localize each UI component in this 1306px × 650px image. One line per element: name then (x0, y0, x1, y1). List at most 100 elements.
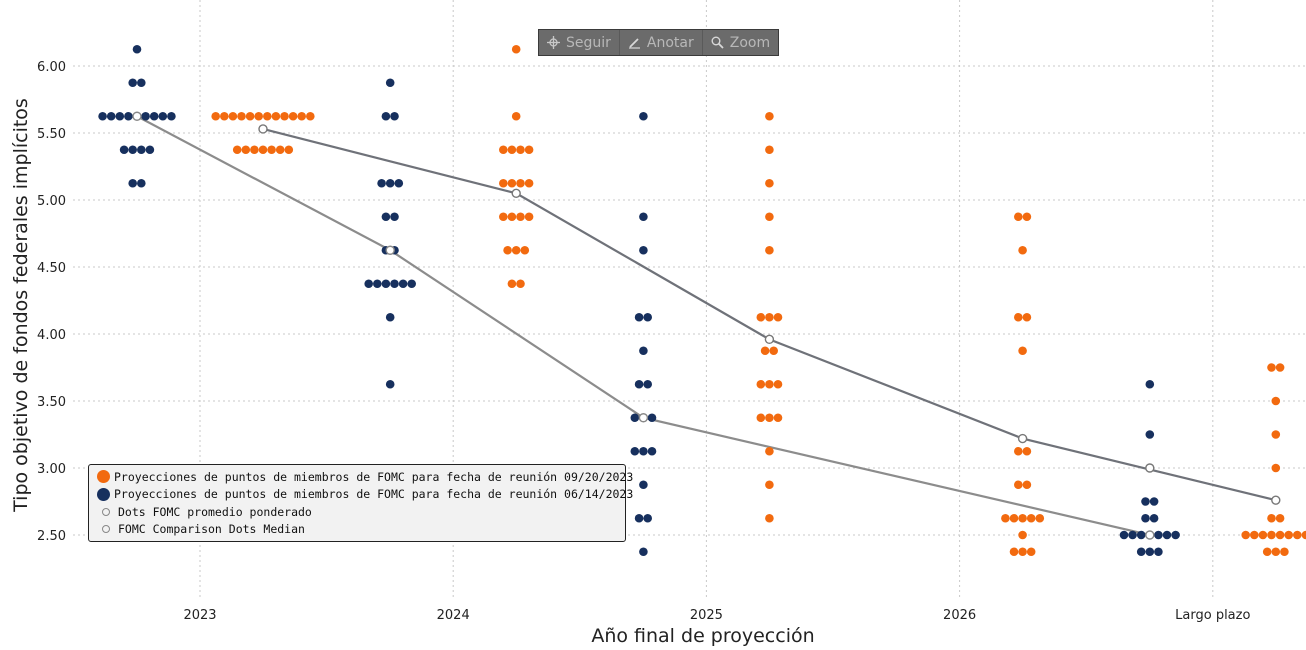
dot-sep-2023 (1258, 530, 1268, 540)
dot-sep-2023 (237, 111, 246, 121)
dot-sep-2023 (765, 212, 774, 222)
legend-item[interactable]: FOMC Comparison Dots Median (97, 521, 617, 539)
dot-jun-2023 (639, 111, 648, 121)
dot-sep-2023 (516, 178, 525, 188)
y-tick-label: 6.00 (37, 60, 66, 75)
chart-legend: Proyecciones de puntos de miembros de FO… (88, 464, 633, 542)
dot-jun-2023 (1136, 530, 1146, 540)
dot-sep-2023 (1009, 547, 1019, 557)
zoom-label: Zoom (729, 34, 771, 51)
legend-item[interactable]: Proyecciones de puntos de miembros de FO… (97, 486, 633, 504)
dot-sep-2023 (511, 111, 521, 121)
dot-jun-2023 (381, 279, 391, 289)
dot-jun-2023 (630, 413, 640, 423)
dot-sep-2023 (1026, 547, 1036, 557)
dot-jun-2023 (128, 178, 137, 188)
dot-sep-2023 (228, 111, 238, 121)
dot-sep-2023 (773, 413, 783, 423)
dot-jun-2023 (390, 212, 399, 222)
dot-jun-2023 (394, 178, 404, 188)
dot-sep-2023 (1018, 530, 1027, 540)
dot-sep-2023 (765, 178, 774, 188)
dot-jun-2023 (1171, 530, 1180, 540)
dot-sep-2023 (220, 111, 229, 121)
legend-marker-weighted (97, 507, 114, 516)
follow-button[interactable]: Seguir (539, 30, 620, 55)
dot-jun-2023 (137, 78, 146, 88)
dot-jun-2023 (643, 513, 652, 523)
dot-jun-2023 (385, 78, 395, 88)
weighted-average-marker (1145, 463, 1155, 473)
dot-jun-2023 (373, 279, 382, 289)
dot-jun-2023 (1141, 513, 1150, 523)
dot-sep-2023 (1241, 530, 1250, 540)
dot-sep-2023 (765, 413, 774, 423)
dot-sep-2023 (765, 245, 774, 255)
y-axis-title: Tipo objetivo de fondos federales implíc… (10, 98, 32, 513)
dot-jun-2023 (381, 212, 391, 222)
dot-sep-2023 (306, 111, 315, 121)
dot-sep-2023 (1271, 463, 1281, 473)
legend-item[interactable]: Proyecciones de puntos de miembros de FO… (97, 468, 633, 486)
dot-sep-2023 (765, 312, 774, 322)
dot-sep-2023 (1001, 513, 1010, 523)
dot-sep-2023 (1262, 547, 1272, 557)
dot-jun-2023 (1145, 430, 1155, 439)
dot-sep-2023 (1284, 530, 1293, 540)
dot-jun-2023 (137, 145, 146, 155)
dot-sep-2023 (507, 145, 517, 155)
dot-jun-2023 (145, 145, 155, 155)
annotate-button[interactable]: Anotar (620, 30, 703, 55)
median-line (136, 115, 1151, 537)
dot-jun-2023 (398, 279, 408, 289)
dot-sep-2023 (507, 279, 517, 289)
dot-jun-2023 (639, 480, 648, 490)
dot-jun-2023 (643, 379, 652, 389)
dot-sep-2023 (1022, 212, 1032, 222)
dot-jun-2023 (137, 178, 146, 188)
magnifier-icon (711, 36, 724, 49)
dot-sep-2023 (765, 446, 774, 456)
dot-sep-2023 (284, 145, 294, 155)
dot-jun-2023 (639, 212, 648, 222)
dot-sep-2023 (524, 212, 534, 222)
follow-label: Seguir (566, 34, 611, 51)
dot-sep-2023 (1250, 530, 1259, 540)
y-tick-label: 2.50 (37, 529, 66, 544)
dot-sep-2023 (1026, 513, 1036, 523)
legend-label: Proyecciones de puntos de miembros de FO… (114, 469, 634, 484)
x-tick-label: 2026 (943, 608, 976, 623)
dot-sep-2023 (507, 212, 517, 222)
x-tick-label: 2024 (437, 608, 470, 623)
median-marker (132, 111, 142, 121)
weighted-average-marker (258, 124, 268, 134)
dot-jun-2023 (1141, 497, 1150, 506)
zoom-button[interactable]: Zoom (703, 30, 778, 55)
dot-sep-2023 (1280, 547, 1289, 557)
dot-sep-2023 (297, 111, 307, 121)
dot-sep-2023 (499, 212, 508, 222)
legend-item[interactable]: Dots FOMC promedio ponderado (97, 503, 617, 521)
legend-label: FOMC Comparison Dots Median (118, 522, 305, 537)
dot-sep-2023 (516, 145, 525, 155)
dot-jun-2023 (390, 279, 399, 289)
dot-jun-2023 (385, 312, 395, 322)
dot-jun-2023 (1154, 530, 1163, 540)
dot-sep-2023 (756, 312, 766, 322)
dot-jun-2023 (634, 513, 644, 523)
dot-jun-2023 (141, 111, 150, 121)
median-marker (1145, 530, 1155, 540)
dot-jun-2023 (639, 547, 648, 557)
annotate-label: Anotar (646, 34, 694, 51)
dot-jun-2023 (149, 111, 159, 121)
dot-sep-2023 (1018, 547, 1027, 557)
dot-sep-2023 (499, 145, 508, 155)
dot-sep-2023 (267, 145, 276, 155)
dot-sep-2023 (280, 111, 289, 121)
dot-sep-2023 (245, 111, 255, 121)
dot-jun-2023 (158, 111, 168, 121)
weighted-average-marker (1017, 433, 1028, 444)
dot-sep-2023 (769, 346, 778, 356)
y-tick-labels: 2.50 3.00 3.50 4.00 4.50 5.00 5.50 6.00 (37, 60, 66, 544)
dot-sep-2023 (524, 145, 534, 155)
